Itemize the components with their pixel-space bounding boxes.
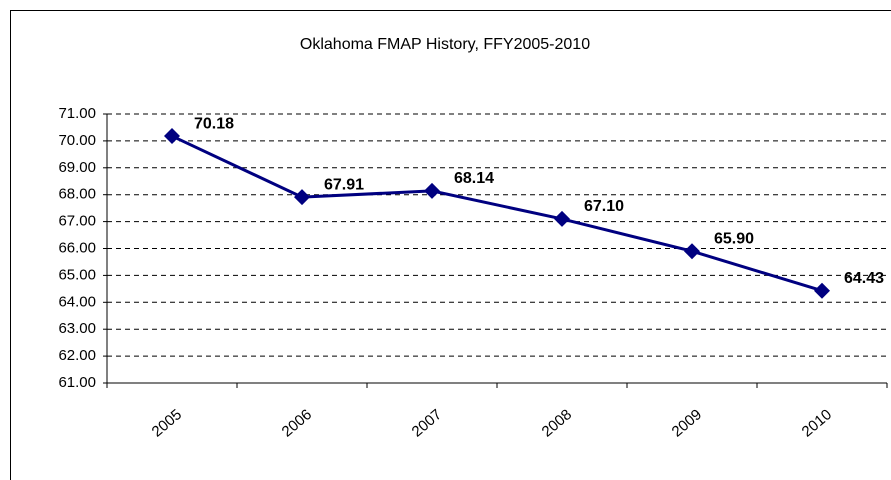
point-marker [684,243,700,260]
point-marker [424,182,440,199]
y-tick-label: 68.00 [58,186,96,203]
data-label: 70.18 [194,115,234,132]
y-tick-label: 65.00 [58,266,96,283]
y-tick-label: 67.00 [58,213,96,230]
y-tick-label: 66.00 [58,239,96,256]
y-tick-label: 69.00 [58,159,96,176]
y-tick-label: 61.00 [58,374,96,391]
line-series [171,134,823,293]
point-marker [164,128,180,145]
chart-border [10,10,891,480]
y-tick-label: 70.00 [58,132,96,149]
y-tick-label: 64.00 [58,293,96,310]
chart-title: Oklahoma FMAP History, FFY2005-2010 [300,36,590,53]
data-label: 65.90 [714,230,754,247]
point-marker [814,282,830,299]
y-tick-label: 63.00 [58,320,96,337]
point-marker [294,189,310,206]
data-label: 67.10 [584,198,624,215]
y-tick-label: 62.00 [58,347,96,364]
point-marker [554,210,570,227]
y-tick-label: 71.00 [58,105,96,122]
data-label: 64.43 [844,270,884,287]
data-label: 67.91 [324,176,364,193]
data-label: 68.14 [454,170,494,187]
